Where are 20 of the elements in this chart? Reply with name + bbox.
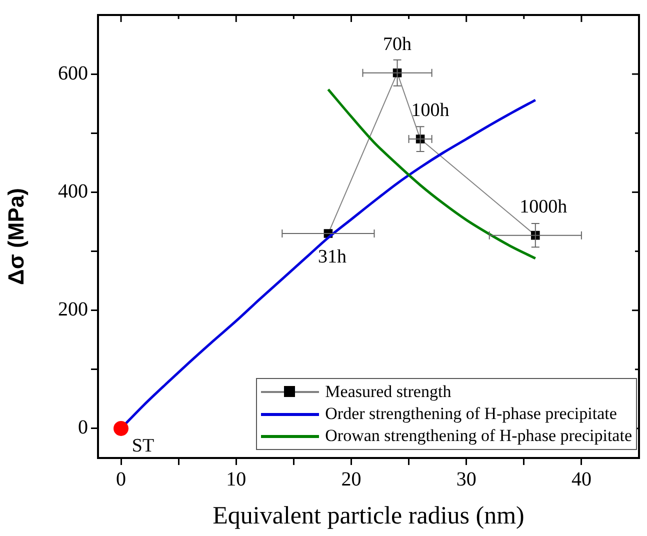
annotation: ST xyxy=(132,435,154,456)
x-tick-label: 30 xyxy=(456,468,476,490)
point xyxy=(114,420,129,436)
legend-label: Measured strength xyxy=(325,381,452,403)
x-tick-label: 10 xyxy=(226,468,246,490)
legend-label: Order strengthening of H-phase precipitate xyxy=(325,403,617,425)
x-tick-label: 40 xyxy=(571,468,592,490)
y-tick-label: 0 xyxy=(78,416,88,439)
annotation: 31h xyxy=(318,246,347,268)
y-tick-label: 400 xyxy=(58,180,88,202)
annotation: 1000h xyxy=(520,196,568,218)
legend-label: Orowan strengthening of H-phase precipitate xyxy=(325,425,632,447)
x-tick-label: 20 xyxy=(341,468,362,490)
y-tick-label: 200 xyxy=(58,298,88,321)
x-tick-label: 0 xyxy=(116,468,126,490)
x-axis-title: Equivalent particle radius (nm) xyxy=(212,502,524,530)
annotation: 100h xyxy=(411,100,450,122)
y-axis-title: Δσ (MPa) xyxy=(3,188,28,285)
y-tick-label: 600 xyxy=(58,62,88,84)
annotation: 70h xyxy=(383,34,412,55)
